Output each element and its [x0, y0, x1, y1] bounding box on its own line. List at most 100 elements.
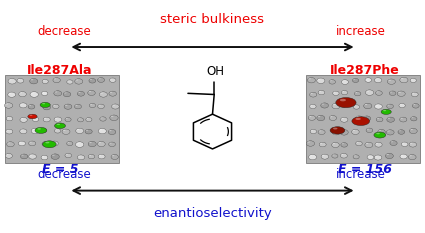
Ellipse shape [376, 91, 379, 92]
Ellipse shape [66, 154, 68, 155]
Ellipse shape [51, 141, 58, 146]
Ellipse shape [365, 104, 367, 105]
Ellipse shape [309, 155, 312, 156]
Ellipse shape [366, 90, 369, 92]
Ellipse shape [318, 130, 325, 134]
Ellipse shape [410, 143, 412, 144]
Ellipse shape [387, 130, 390, 132]
Ellipse shape [383, 110, 386, 111]
Ellipse shape [89, 155, 91, 156]
Ellipse shape [381, 109, 391, 114]
Ellipse shape [65, 117, 71, 122]
Ellipse shape [310, 104, 316, 109]
Ellipse shape [78, 92, 81, 93]
Ellipse shape [374, 132, 386, 138]
Ellipse shape [374, 104, 382, 109]
Ellipse shape [378, 130, 385, 135]
Ellipse shape [399, 103, 405, 108]
Ellipse shape [41, 155, 48, 160]
Ellipse shape [20, 103, 23, 105]
Ellipse shape [400, 118, 403, 119]
Ellipse shape [42, 103, 45, 104]
Ellipse shape [5, 103, 13, 108]
Ellipse shape [43, 142, 45, 143]
Ellipse shape [352, 117, 370, 126]
Ellipse shape [320, 143, 322, 144]
Ellipse shape [76, 142, 79, 144]
Ellipse shape [409, 142, 416, 147]
Ellipse shape [317, 78, 325, 83]
Ellipse shape [74, 104, 82, 109]
Ellipse shape [89, 79, 96, 83]
Ellipse shape [390, 141, 397, 146]
Ellipse shape [376, 143, 378, 144]
Ellipse shape [6, 116, 13, 121]
Ellipse shape [98, 154, 105, 159]
Ellipse shape [54, 78, 56, 79]
Text: decrease: decrease [37, 25, 91, 38]
Ellipse shape [111, 154, 119, 159]
Ellipse shape [317, 115, 325, 121]
Ellipse shape [30, 154, 32, 156]
Ellipse shape [64, 104, 72, 109]
Ellipse shape [109, 91, 116, 96]
Ellipse shape [65, 118, 68, 119]
Ellipse shape [9, 79, 11, 80]
Ellipse shape [341, 143, 348, 147]
Text: E = 156: E = 156 [338, 163, 392, 176]
Ellipse shape [20, 103, 27, 108]
Ellipse shape [30, 79, 38, 84]
Ellipse shape [43, 105, 51, 110]
Ellipse shape [43, 117, 50, 122]
Ellipse shape [29, 105, 31, 106]
Ellipse shape [63, 130, 65, 131]
Ellipse shape [109, 143, 112, 144]
Ellipse shape [40, 128, 46, 133]
Ellipse shape [340, 117, 348, 122]
Ellipse shape [100, 93, 103, 94]
Ellipse shape [6, 129, 13, 134]
Ellipse shape [7, 142, 14, 147]
Ellipse shape [332, 142, 339, 147]
Ellipse shape [377, 118, 379, 119]
Ellipse shape [42, 79, 48, 84]
Ellipse shape [67, 142, 69, 143]
Ellipse shape [108, 130, 116, 134]
Ellipse shape [76, 128, 84, 134]
Ellipse shape [32, 129, 35, 130]
Ellipse shape [18, 141, 26, 146]
Ellipse shape [309, 154, 317, 160]
Ellipse shape [365, 142, 373, 148]
Ellipse shape [329, 80, 335, 84]
Ellipse shape [7, 117, 9, 118]
Ellipse shape [367, 129, 369, 130]
Ellipse shape [90, 104, 92, 105]
Ellipse shape [37, 128, 41, 130]
Ellipse shape [6, 130, 9, 131]
Ellipse shape [412, 93, 414, 94]
Ellipse shape [409, 128, 417, 134]
Text: Ile287Phe: Ile287Phe [330, 64, 400, 77]
Ellipse shape [400, 77, 408, 83]
Ellipse shape [6, 154, 8, 155]
Ellipse shape [17, 79, 24, 83]
Ellipse shape [333, 91, 339, 96]
Ellipse shape [364, 116, 366, 118]
Ellipse shape [62, 129, 70, 134]
Ellipse shape [365, 78, 371, 82]
Ellipse shape [28, 114, 37, 119]
Ellipse shape [376, 91, 382, 95]
Ellipse shape [329, 116, 337, 120]
Ellipse shape [411, 92, 418, 97]
Text: Ile287Ala: Ile287Ala [27, 64, 93, 77]
Ellipse shape [40, 129, 42, 130]
Ellipse shape [29, 154, 37, 159]
Ellipse shape [31, 92, 34, 94]
Ellipse shape [340, 99, 346, 101]
Ellipse shape [341, 118, 344, 119]
Ellipse shape [332, 103, 340, 109]
Ellipse shape [341, 154, 343, 155]
Ellipse shape [100, 117, 102, 118]
Ellipse shape [42, 92, 44, 93]
Ellipse shape [88, 91, 91, 92]
